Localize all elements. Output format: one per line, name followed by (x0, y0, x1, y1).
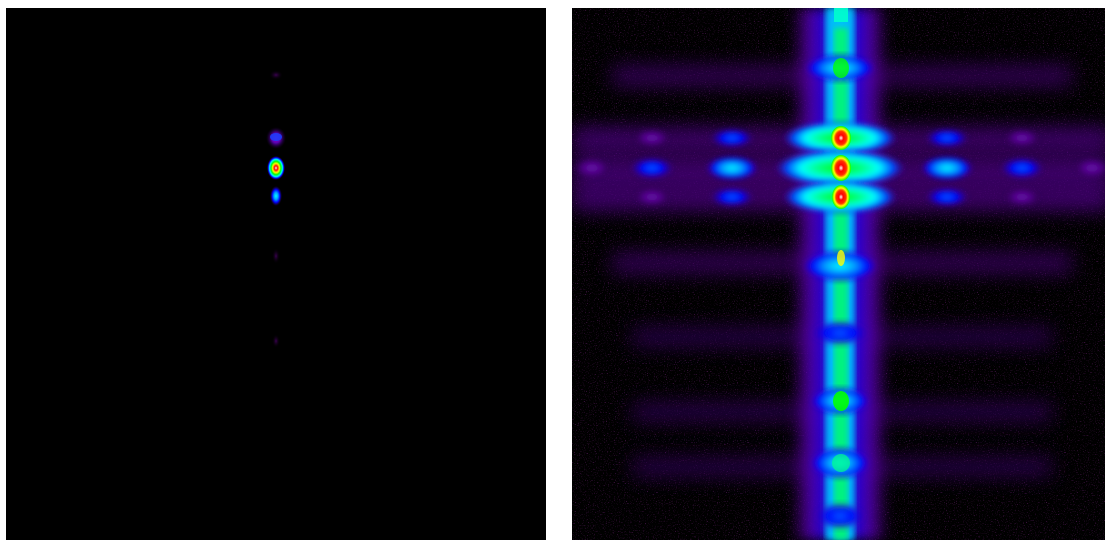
central-spot (267, 156, 285, 180)
peak-spots (831, 8, 851, 472)
faint-spot (272, 248, 280, 264)
side-lobes (574, 128, 1105, 207)
log-diffraction-image (572, 8, 1105, 540)
faint-spot (269, 70, 283, 80)
linear-diffraction-panel (6, 8, 546, 540)
faint-spot (272, 334, 280, 348)
linear-diffraction-image (6, 8, 546, 540)
upper-spot-core (270, 133, 282, 141)
log-diffraction-panel (572, 8, 1105, 540)
lower-spot (270, 186, 282, 206)
